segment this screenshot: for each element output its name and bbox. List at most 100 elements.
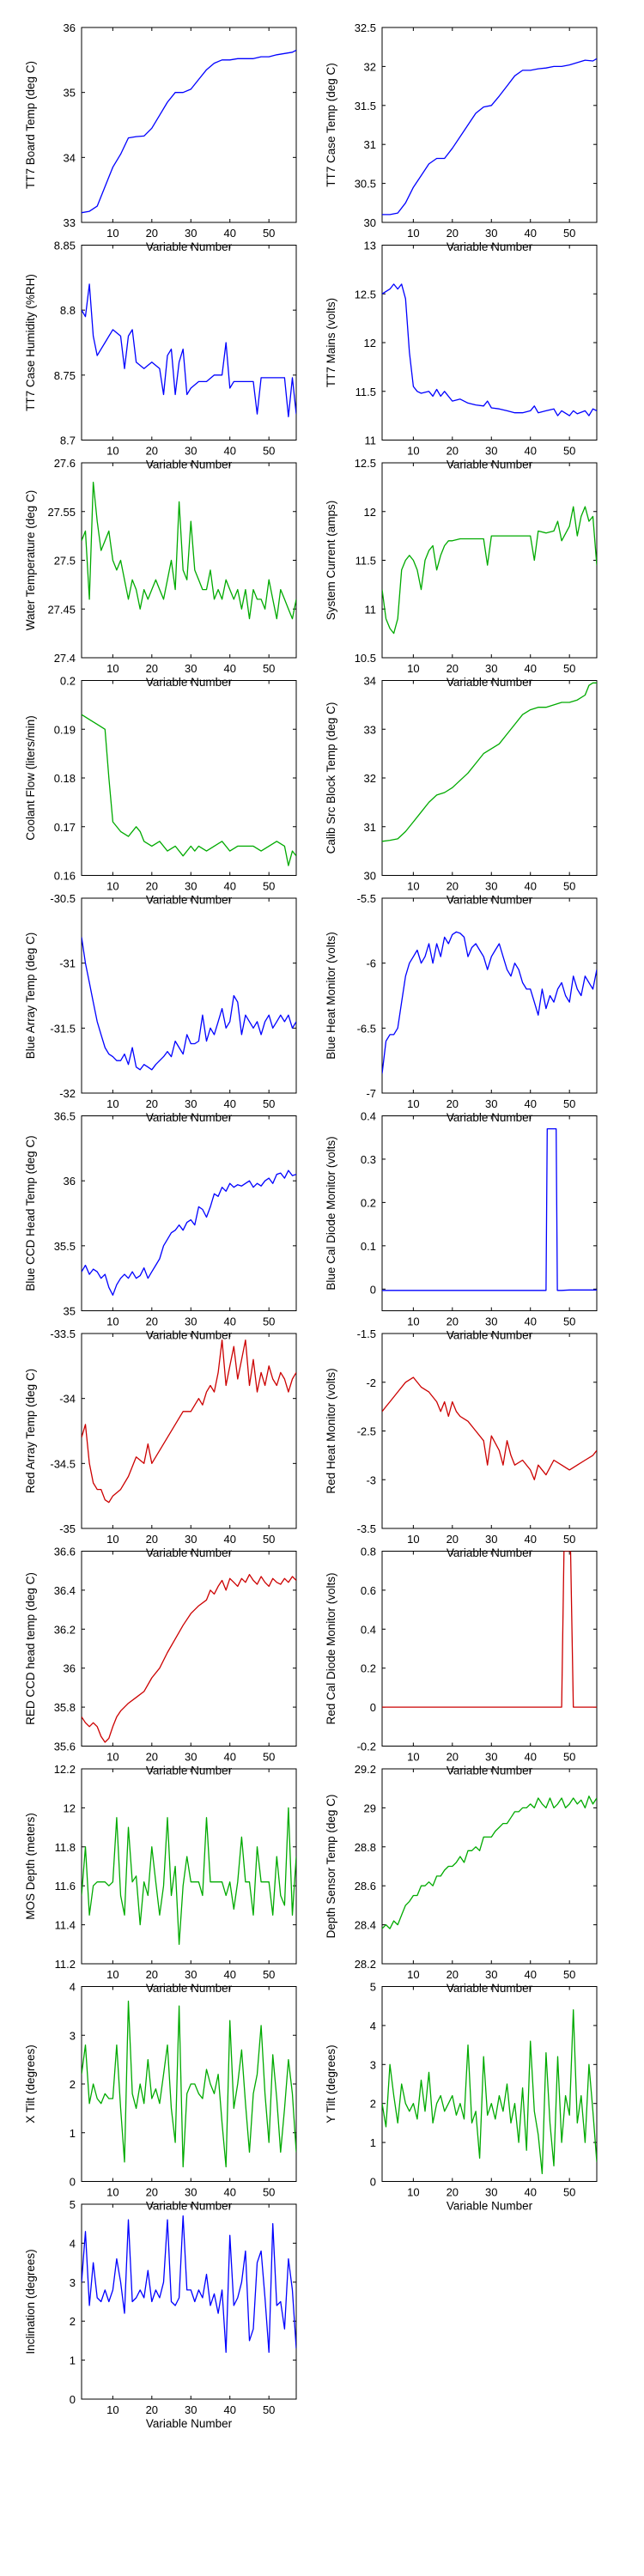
x-axis-label: Variable Number bbox=[146, 1765, 233, 1777]
y-tick-label: 3 bbox=[70, 2276, 76, 2289]
series-line bbox=[382, 682, 597, 842]
y-tick-label: 36.2 bbox=[54, 1623, 76, 1636]
x-tick-label: 20 bbox=[447, 1315, 459, 1328]
x-axis-label: Variable Number bbox=[146, 2200, 233, 2213]
series-line bbox=[382, 506, 597, 635]
y-axis-label: Red Cal Diode Monitor (volts) bbox=[325, 1572, 337, 1724]
plot-frame bbox=[381, 680, 598, 876]
x-tick-label: 10 bbox=[407, 1968, 419, 1981]
y-tick-label: 27.55 bbox=[47, 506, 76, 519]
x-tick-label: 10 bbox=[106, 1315, 118, 1328]
y-tick-label: 12.5 bbox=[355, 457, 376, 470]
x-tick-label: 30 bbox=[185, 2403, 197, 2416]
x-tick-label: 40 bbox=[524, 1097, 536, 1110]
x-tick-label: 10 bbox=[407, 445, 419, 458]
x-tick-label: 20 bbox=[146, 880, 158, 893]
y-tick-label: 2 bbox=[70, 2315, 76, 2328]
x-tick-label: 50 bbox=[263, 1751, 275, 1764]
y-tick-label: 33 bbox=[364, 723, 376, 736]
y-tick-label: 11.4 bbox=[55, 1919, 76, 1932]
x-tick-label: 30 bbox=[185, 445, 197, 458]
chart-18: 10 20 30 40 50 28.2 28.4 28.6 28.8 29 29.2 Variable… bbox=[325, 1763, 598, 1995]
chart-6: 10 20 30 40 50 10.5 11 11.5 12 12.5 Variable Numbe… bbox=[325, 457, 598, 689]
x-tick-label: 20 bbox=[146, 2186, 158, 2199]
x-axis-label: Variable Number bbox=[447, 2200, 533, 2213]
series-line bbox=[382, 2009, 597, 2175]
y-tick-label: 28.6 bbox=[355, 1880, 376, 1893]
x-tick-label: 20 bbox=[447, 1533, 459, 1546]
chart-5: 10 20 30 40 50 27.4 27.45 27.5 27.55 27.6 Variable… bbox=[24, 457, 297, 689]
x-tick-label: 20 bbox=[146, 1097, 158, 1110]
y-tick-label: -1.5 bbox=[357, 1327, 376, 1340]
x-tick-label: 50 bbox=[263, 1533, 275, 1546]
x-tick-label: 20 bbox=[447, 880, 459, 893]
y-tick-label: 0 bbox=[370, 1701, 376, 1714]
y-axis-label: Red Heat Monitor (volts) bbox=[325, 1368, 337, 1493]
x-tick-label: 50 bbox=[263, 880, 275, 893]
y-tick-label: 0.3 bbox=[361, 1153, 376, 1166]
y-tick-label: 0.2 bbox=[361, 1662, 376, 1675]
x-tick-label: 20 bbox=[146, 1533, 158, 1546]
y-tick-label: 27.45 bbox=[47, 603, 76, 616]
x-tick-label: 50 bbox=[563, 1097, 575, 1110]
x-tick-label: 50 bbox=[263, 445, 275, 458]
y-axis-label: Blue CCD Head Temp (deg C) bbox=[24, 1135, 37, 1291]
y-axis-label: TT7 Case Temp (deg C) bbox=[325, 63, 337, 187]
y-tick-label: 12 bbox=[364, 337, 376, 349]
x-tick-label: 30 bbox=[485, 1315, 497, 1328]
x-axis-label: Variable Number bbox=[447, 676, 533, 689]
y-tick-label: 11.6 bbox=[55, 1880, 76, 1893]
y-tick-label: 8.8 bbox=[60, 304, 76, 317]
plot-frame bbox=[381, 27, 598, 223]
x-tick-label: 10 bbox=[106, 1097, 118, 1110]
y-tick-label: 33 bbox=[64, 216, 76, 229]
y-axis-label: Blue Cal Diode Monitor (volts) bbox=[325, 1136, 337, 1290]
x-tick-label: 50 bbox=[563, 880, 575, 893]
y-tick-label: 4 bbox=[70, 2237, 76, 2250]
chart-10: 10 20 30 40 50 -7 -6.5 -6 -5.5 Variable Number Blu… bbox=[325, 892, 598, 1124]
chart-19: 10 20 30 40 50 0 1 2 3 4 Variable Number X Tilt (de… bbox=[24, 1981, 297, 2213]
y-tick-label: 0.1 bbox=[361, 1240, 376, 1253]
x-tick-label: 50 bbox=[563, 1315, 575, 1328]
x-axis-label: Variable Number bbox=[146, 676, 233, 689]
y-tick-label: -3 bbox=[366, 1473, 376, 1486]
y-tick-label: -2.5 bbox=[357, 1425, 376, 1438]
chart-3: 10 20 30 40 50 8.7 8.75 8.8 8.85 Variable Number T… bbox=[24, 240, 297, 471]
y-axis-label: Blue Array Temp (deg C) bbox=[24, 933, 37, 1060]
x-tick-label: 40 bbox=[524, 445, 536, 458]
plot-frame bbox=[381, 1768, 598, 1965]
x-tick-label: 50 bbox=[563, 227, 575, 240]
x-axis-label: Variable Number bbox=[447, 1982, 533, 1995]
x-tick-label: 40 bbox=[223, 662, 235, 675]
y-tick-label: 10.5 bbox=[355, 652, 376, 665]
x-tick-label: 30 bbox=[185, 1751, 197, 1764]
x-tick-label: 10 bbox=[106, 1533, 118, 1546]
series-line bbox=[82, 1339, 296, 1504]
y-tick-label: 0.19 bbox=[54, 723, 76, 736]
x-tick-label: 50 bbox=[263, 662, 275, 675]
series-line bbox=[82, 2215, 296, 2354]
plot-frame bbox=[381, 897, 598, 1094]
x-tick-label: 40 bbox=[524, 2186, 536, 2199]
series-line bbox=[82, 2000, 296, 2168]
y-axis-label: Water Temperature (deg C) bbox=[24, 490, 37, 631]
x-tick-label: 40 bbox=[223, 1751, 235, 1764]
y-tick-label: 5 bbox=[70, 2198, 76, 2211]
y-tick-label: 36.6 bbox=[54, 1546, 76, 1558]
series-line bbox=[82, 937, 296, 1071]
plot-frame bbox=[381, 1551, 598, 1747]
y-tick-label: 11.8 bbox=[55, 1841, 76, 1854]
chart-14: 10 20 30 40 50 -3.5 -3 -2.5 -2 -1.5 Variable Numbe… bbox=[325, 1327, 598, 1559]
y-tick-label: 8.85 bbox=[54, 240, 76, 252]
x-axis-label: Variable Number bbox=[447, 1329, 533, 1342]
series-line bbox=[82, 283, 296, 417]
series-line bbox=[82, 482, 296, 620]
y-tick-label: 36 bbox=[64, 21, 76, 34]
series-line bbox=[382, 1376, 597, 1480]
y-tick-label: -7 bbox=[366, 1087, 376, 1100]
x-tick-label: 30 bbox=[185, 1968, 197, 1981]
y-tick-label: -32 bbox=[59, 1087, 76, 1100]
plot-frame bbox=[81, 680, 297, 876]
x-tick-label: 20 bbox=[447, 1751, 459, 1764]
